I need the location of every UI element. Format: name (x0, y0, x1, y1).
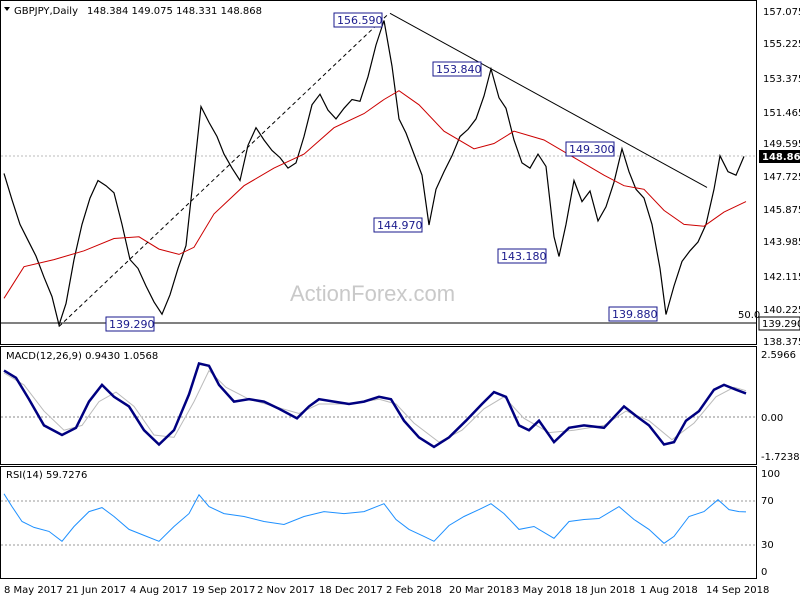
x-tick: 14 Sep 2018 (706, 585, 769, 596)
price-tick: 143.985 (763, 237, 800, 248)
swing-label-153840: 153.840 (432, 61, 482, 77)
swing-label-text: 139.290 (109, 318, 155, 331)
price-tick: 147.725 (763, 172, 800, 183)
current-price-value: 148.868 (762, 152, 800, 163)
swing-label-text: 143.180 (501, 250, 547, 263)
macd-main-line (3, 362, 747, 449)
swing-label-139290: 139.290 (105, 316, 155, 332)
rsi-y-axis: 100 70 30 0 (761, 469, 780, 578)
rsi-line (3, 493, 747, 544)
x-tick: 3 May 2018 (513, 585, 572, 596)
swing-label-143180: 143.180 (497, 248, 547, 264)
swing-label-text: 153.840 (436, 63, 482, 76)
macd-tick: 2.5966 (761, 350, 796, 361)
macd-label: MACD(12,26,9) 0.9430 1.0568 (6, 351, 158, 362)
price-tick: 138.375 (763, 337, 800, 348)
price-tick: 149.595 (763, 139, 800, 150)
swing-label-text: 144.970 (377, 219, 423, 232)
watermark: ActionForex.com (290, 281, 455, 306)
rsi-label: RSI(14) 59.7276 (6, 470, 87, 481)
rsi-tick: 0 (761, 567, 767, 578)
x-tick: 8 May 2017 (4, 585, 63, 596)
support-price-tag (758, 316, 800, 331)
x-tick: 1 Aug 2018 (640, 585, 698, 596)
x-tick: 4 Aug 2017 (130, 585, 188, 596)
price-tick: 153.375 (763, 74, 800, 85)
x-tick: 2 Feb 2018 (386, 585, 442, 596)
swing-label-156590: 156.590 (333, 12, 383, 28)
price-y-axis: 157.075 155.225 153.375 151.465 149.595 … (763, 7, 800, 348)
moving-average-line (3, 90, 747, 299)
x-tick: 2 Nov 2017 (257, 585, 315, 596)
price-tick: 155.225 (763, 39, 800, 50)
x-tick: 18 Jun 2018 (575, 585, 635, 596)
downtrend-line (389, 12, 708, 188)
macd-tick: -1.7238 (761, 452, 800, 463)
macd-panel (0, 346, 757, 465)
chart-header-symbol: GBPJPY,Daily (14, 6, 78, 17)
x-axis: 8 May 2017 21 Jun 2017 4 Aug 2017 19 Sep… (4, 585, 769, 596)
fib-label: 50.0 (738, 310, 760, 321)
macd-y-axis: 2.5966 0.00 -1.7238 (761, 350, 800, 463)
macd-tick: 0.00 (761, 413, 783, 424)
price-tick: 151.465 (763, 108, 800, 119)
chart-header-ohlc: 148.384 149.075 148.331 148.868 (87, 6, 262, 17)
rsi-tick: 100 (761, 469, 780, 480)
swing-label-text: 156.590 (337, 14, 383, 27)
swing-label-139880: 139.880 (608, 306, 658, 322)
support-price-value: 139.290 (762, 319, 800, 330)
swing-label-144970: 144.970 (373, 217, 423, 233)
x-tick: 20 Mar 2018 (449, 585, 512, 596)
x-tick: 18 Dec 2017 (319, 585, 383, 596)
swing-label-149300: 149.300 (565, 141, 615, 157)
uptrend-line (58, 12, 390, 327)
x-tick: 19 Sep 2017 (192, 585, 255, 596)
price-series (3, 20, 745, 328)
current-price-tag (759, 150, 800, 163)
rsi-panel (0, 466, 757, 579)
header-triangle-icon (4, 7, 10, 11)
price-tick: 157.075 (763, 7, 800, 18)
rsi-tick: 70 (761, 496, 774, 507)
price-panel (0, 0, 757, 345)
swing-label-text: 149.300 (569, 143, 615, 156)
price-tick: 142.115 (763, 272, 800, 283)
price-tick: 140.225 (763, 305, 800, 316)
price-tick: 145.875 (763, 205, 800, 216)
x-tick: 21 Jun 2017 (66, 585, 126, 596)
swing-label-text: 139.880 (612, 308, 658, 321)
rsi-tick: 30 (761, 540, 774, 551)
